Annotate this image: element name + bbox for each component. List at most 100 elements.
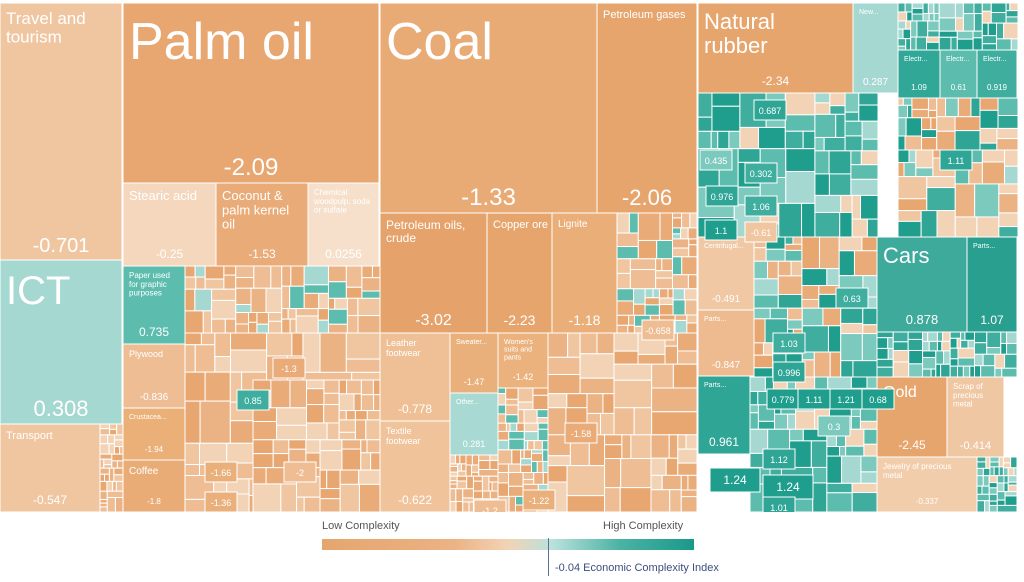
filler-tile <box>478 468 499 477</box>
filler-tile <box>532 394 549 411</box>
tile <box>122 343 186 409</box>
filler-tile <box>938 2 956 19</box>
filler-tile <box>327 297 336 310</box>
filler-tile <box>979 127 998 144</box>
filler-tile <box>972 30 983 39</box>
tile-value: -1.53 <box>248 247 276 261</box>
legend-marker-label: -0.04 Economic Complexity Index <box>555 562 719 574</box>
filler-tile <box>737 148 761 163</box>
mark-value: 1.12 <box>770 455 788 465</box>
tile-value: 0.281 <box>463 439 486 449</box>
filler-tile <box>996 504 1018 512</box>
filler-tile <box>988 482 998 489</box>
filler-tile <box>361 290 381 299</box>
filler-tile <box>1003 482 1009 493</box>
filler-tile <box>629 258 657 271</box>
filler-tile <box>106 496 116 512</box>
filler-tile <box>462 488 474 499</box>
filler-tile <box>911 97 929 110</box>
filler-tile <box>537 428 549 442</box>
filler-tile <box>954 130 981 151</box>
filler-tile <box>508 438 525 451</box>
filler-tile <box>650 434 670 459</box>
filler-tile <box>531 460 538 474</box>
filler-tile <box>270 379 291 409</box>
tile <box>976 49 1018 99</box>
filler-tile <box>613 363 653 381</box>
filler-tile <box>988 475 998 484</box>
filler-tile <box>522 478 535 485</box>
filler-tile <box>838 236 863 252</box>
filler-tile <box>860 455 878 473</box>
tile <box>449 392 499 456</box>
filler-tile <box>523 422 539 433</box>
filler-tile <box>184 464 201 476</box>
filler-tile <box>981 35 998 45</box>
filler-tile <box>276 407 308 426</box>
filler-tile <box>887 337 894 349</box>
filler-tile <box>497 482 509 497</box>
filler-tile <box>109 428 118 436</box>
filler-tile <box>252 483 282 512</box>
filler-tile <box>345 265 363 288</box>
filler-tile <box>680 496 698 512</box>
tile-value: -0.701 <box>33 235 90 257</box>
filler-tile <box>547 332 569 358</box>
filler-tile <box>957 97 972 118</box>
filler-tile <box>302 332 321 373</box>
filler-tile <box>497 439 510 451</box>
filler-tile <box>674 314 688 321</box>
filler-tile <box>547 407 567 436</box>
filler-tile <box>115 480 124 492</box>
filler-tile <box>672 212 683 219</box>
filler-tile <box>1004 165 1019 185</box>
filler-tile <box>998 226 1019 238</box>
filler-tile <box>507 463 522 474</box>
filler-tile <box>327 308 348 325</box>
mark-tile <box>283 461 317 483</box>
filler-tile <box>681 256 698 276</box>
filler-tile <box>964 331 975 341</box>
filler-tile <box>116 423 124 436</box>
filler-tile <box>602 393 615 414</box>
filler-tile <box>911 7 924 15</box>
filler-tile <box>685 434 698 450</box>
tile <box>379 420 451 512</box>
tile-label: ICT <box>6 269 70 313</box>
tile-label: Copper ore <box>493 219 548 231</box>
filler-tile <box>814 92 831 104</box>
filler-tile <box>637 239 658 260</box>
filler-tile <box>517 401 534 411</box>
filler-tile <box>984 500 990 512</box>
tile-value: -0.491 <box>712 294 741 305</box>
filler-tile <box>928 12 935 22</box>
mark-value: 0.63 <box>843 294 861 304</box>
filler-tile <box>749 412 759 430</box>
filler-tile <box>876 358 894 368</box>
filler-tile <box>915 167 934 178</box>
filler-tile <box>769 307 789 320</box>
filler-tile <box>892 341 909 351</box>
filler-tile <box>449 454 456 465</box>
filler-tile <box>497 430 510 441</box>
filler-tile <box>628 314 635 326</box>
tile <box>697 2 854 94</box>
tile <box>0 423 101 512</box>
filler-tile <box>943 350 951 365</box>
tile <box>122 182 217 267</box>
filler-tile <box>801 236 821 270</box>
filler-tile <box>287 308 297 320</box>
filler-tile <box>338 393 355 412</box>
filler-tile <box>981 485 990 495</box>
tile-label: New... <box>859 9 879 16</box>
filler-tile <box>897 149 910 164</box>
filler-tile <box>523 449 533 460</box>
filler-tile <box>224 318 237 334</box>
filler-tile <box>976 216 1000 238</box>
filler-tile <box>296 496 305 512</box>
filler-tile <box>99 443 110 455</box>
filler-tile <box>902 97 913 106</box>
filler-tile <box>281 318 291 334</box>
filler-tile <box>468 501 474 512</box>
filler-tile <box>613 332 639 352</box>
